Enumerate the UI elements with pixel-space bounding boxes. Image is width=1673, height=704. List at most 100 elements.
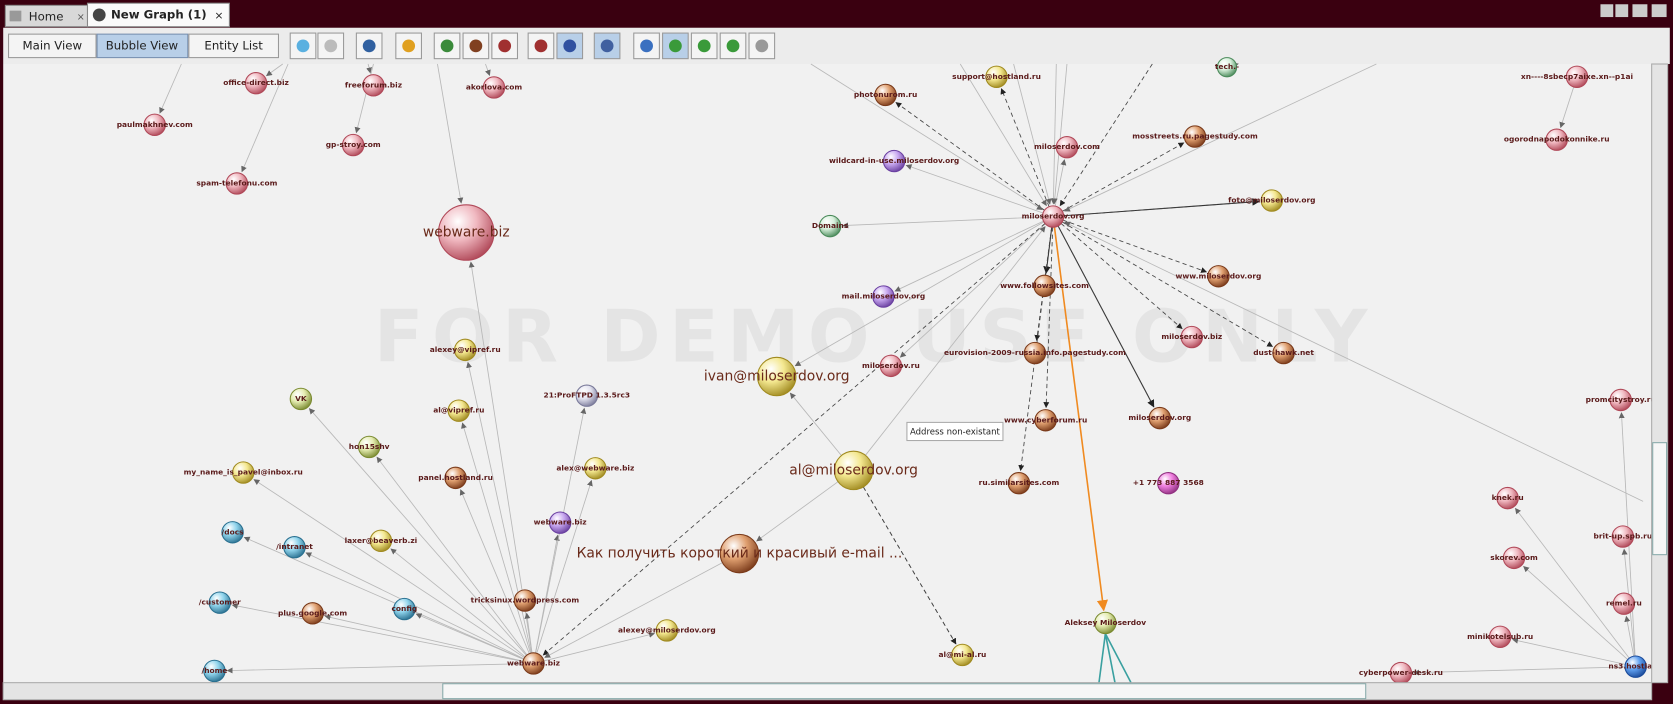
entity-node[interactable] <box>1611 525 1635 548</box>
entity-node[interactable] <box>447 399 470 422</box>
entity-node[interactable] <box>818 214 842 238</box>
entity-label: ns3.hostland <box>1608 662 1662 671</box>
v-scrollbar[interactable] <box>1651 63 1669 684</box>
entity-node[interactable] <box>1545 128 1568 151</box>
entity-node[interactable] <box>289 387 313 411</box>
edge <box>544 562 723 658</box>
entity-node[interactable] <box>453 338 477 362</box>
entity-node[interactable] <box>757 356 797 397</box>
view-button[interactable] <box>188 33 280 59</box>
edge <box>390 548 526 658</box>
edge <box>1515 507 1630 659</box>
entity-node[interactable] <box>283 536 306 559</box>
entity-label: al@mi-al.ru <box>938 650 986 659</box>
h-scroll-thumb[interactable] <box>442 683 1367 700</box>
entity-node[interactable] <box>575 384 599 407</box>
entity-node[interactable] <box>244 72 268 95</box>
entity-node[interactable] <box>225 172 249 195</box>
v-scroll-thumb[interactable] <box>1652 442 1668 556</box>
entity-label: laxer@beaverb.zi <box>345 536 418 545</box>
entity-label: gp-stroy.com <box>326 140 381 149</box>
entity-label: dust-hawk.net <box>1253 348 1314 357</box>
entity-node[interactable] <box>444 466 467 490</box>
entity-node[interactable] <box>1216 57 1238 78</box>
edge <box>524 612 533 653</box>
entity-node[interactable] <box>1034 409 1057 432</box>
toolbar-icon[interactable] <box>748 32 776 60</box>
edge <box>253 479 525 658</box>
entity-node[interactable] <box>1007 472 1031 495</box>
nav-menu[interactable] <box>1632 4 1648 18</box>
edge <box>1098 633 1107 683</box>
entity-node[interactable] <box>369 529 393 552</box>
edge <box>459 489 530 654</box>
entity-node[interactable] <box>1055 136 1079 159</box>
entity-node[interactable] <box>985 65 1008 88</box>
entity-node[interactable] <box>1496 486 1519 510</box>
entity-node[interactable] <box>1502 546 1526 570</box>
entity-node[interactable] <box>882 149 906 173</box>
entity-label: alexey@miloserdov.org <box>618 625 716 634</box>
entity-node[interactable] <box>143 113 166 136</box>
entity-label: cyberpower-desk.ru <box>1359 668 1443 677</box>
icon-glyph <box>534 39 548 53</box>
tab-graph[interactable] <box>86 2 230 28</box>
entity-node[interactable] <box>1272 341 1295 365</box>
entity-node[interactable] <box>362 74 385 97</box>
entity-node[interactable] <box>872 285 895 308</box>
entity-node[interactable] <box>482 76 506 99</box>
nav-left[interactable] <box>1600 4 1614 18</box>
nav-right[interactable] <box>1615 4 1629 18</box>
entity-node[interactable] <box>522 652 545 675</box>
nodes: office-direct.biz freeforum.biz akorlova.c… <box>117 57 1663 685</box>
entity-node[interactable] <box>221 521 244 544</box>
entity-node[interactable] <box>437 204 495 261</box>
entity-node[interactable] <box>208 591 231 614</box>
entity-node[interactable] <box>1023 341 1047 365</box>
entity-node[interactable] <box>301 602 324 625</box>
entity-label: www.miloserdov.org <box>1176 271 1262 280</box>
entity-node[interactable] <box>1094 611 1117 635</box>
entity-node[interactable] <box>1180 325 1204 349</box>
entity-node[interactable] <box>1624 655 1647 678</box>
entity-node[interactable] <box>584 457 607 480</box>
entity-node[interactable] <box>357 435 381 459</box>
entity-node[interactable] <box>1609 388 1632 412</box>
entity-node[interactable] <box>879 354 903 378</box>
entity-node[interactable] <box>393 597 416 621</box>
entity-node[interactable] <box>1148 406 1171 430</box>
toolbar-icon[interactable] <box>593 32 621 60</box>
entity-node[interactable] <box>719 533 760 574</box>
edge <box>895 102 1045 211</box>
tooltip-text: Address non-existant <box>910 428 1001 438</box>
nav-max[interactable] <box>1651 4 1667 18</box>
entity-node[interactable] <box>1260 189 1284 212</box>
entity-node[interactable] <box>1565 65 1589 88</box>
entity-node[interactable] <box>655 619 679 642</box>
toolbar-icon[interactable] <box>719 32 747 60</box>
entity-node[interactable] <box>513 589 537 612</box>
entity-node[interactable] <box>1207 265 1230 288</box>
edge <box>308 408 527 656</box>
view-button[interactable] <box>8 33 97 59</box>
entity-node[interactable] <box>874 83 897 107</box>
entity-node[interactable] <box>1488 625 1512 648</box>
entity-label: config <box>392 604 418 613</box>
entity-node[interactable] <box>1157 472 1180 495</box>
entity-node[interactable] <box>232 461 255 484</box>
entity-node[interactable] <box>1612 592 1636 615</box>
entity-node[interactable] <box>341 133 365 157</box>
entity-node[interactable] <box>1183 125 1207 148</box>
entity-label: +1 773 887 3568 <box>1133 478 1204 487</box>
entity-node[interactable] <box>1041 205 1065 228</box>
tab-label: Home <box>29 10 64 24</box>
view-button-active[interactable] <box>96 33 189 59</box>
entity-node[interactable] <box>951 643 974 667</box>
entity-node[interactable] <box>203 659 226 683</box>
tab-close[interactable]: × <box>214 9 223 22</box>
edge <box>265 63 283 77</box>
entity-node[interactable] <box>833 450 874 491</box>
entity-node[interactable] <box>1033 274 1056 298</box>
tab-close[interactable]: × <box>77 12 85 23</box>
entity-node[interactable] <box>548 511 572 534</box>
